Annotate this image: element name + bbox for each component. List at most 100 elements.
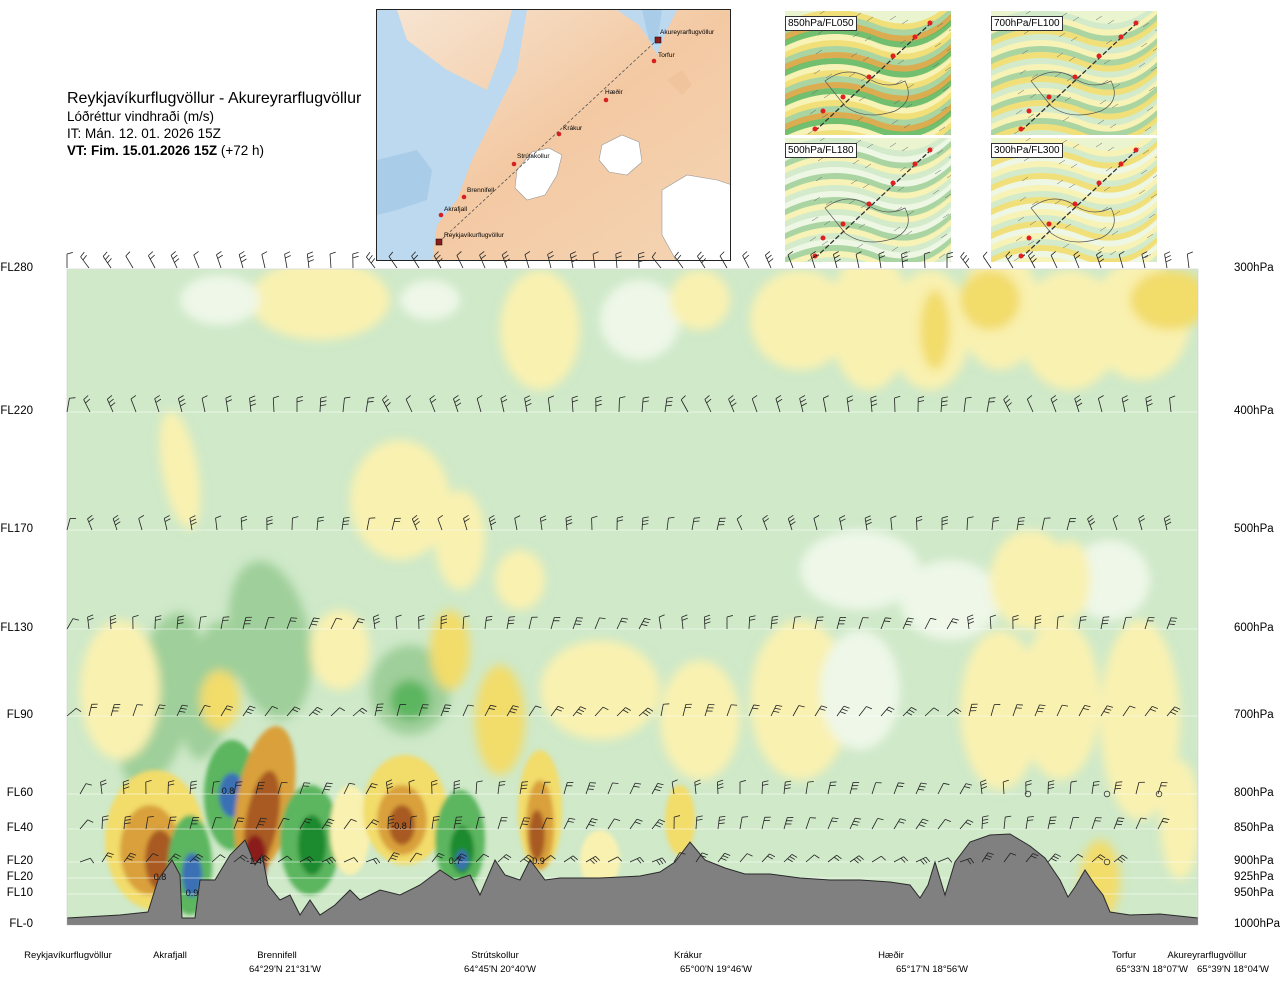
wind-barb — [1186, 251, 1194, 269]
wind-barb — [736, 514, 743, 531]
cross-section-subtitle: Lóðréttur vindhraði (m/s) — [67, 109, 215, 124]
level-map-wind — [1031, 200, 1039, 206]
level-map-wind — [1062, 243, 1070, 249]
wind-barb — [1025, 816, 1034, 830]
wind-barb — [519, 817, 531, 830]
contour-value-label: 0.8 — [154, 872, 167, 882]
level-map-wind — [1072, 16, 1080, 22]
map-point-strutskollur — [511, 161, 517, 167]
wind-barb — [83, 395, 91, 413]
level-map-wind — [1154, 156, 1157, 159]
level-map-field — [785, 79, 951, 108]
wind-barb — [66, 707, 82, 717]
level-map-route-point — [1118, 34, 1124, 40]
wind-barb — [456, 251, 464, 269]
vertical-velocity-contour — [820, 630, 900, 750]
wind-barb — [915, 782, 927, 795]
vertical-velocity-contour — [750, 620, 850, 780]
wind-barb — [440, 615, 448, 630]
flight-level-label: FL170 — [0, 523, 33, 535]
wind-barb — [968, 703, 978, 717]
level-map-700: 700hPa/FL100 — [991, 11, 1157, 135]
level-map-field — [993, 115, 1157, 135]
level-map-wind — [899, 39, 907, 45]
level-map-field — [785, 212, 951, 241]
level-map-wind — [1017, 89, 1025, 95]
level-map-wind — [1025, 11, 1031, 15]
level-map-wind — [815, 49, 823, 55]
level-map-field — [991, 31, 1157, 60]
wind-barb — [167, 853, 181, 863]
level-map-wind — [940, 106, 948, 112]
wind-barb — [592, 251, 599, 269]
wind-barb — [462, 615, 470, 630]
level-map-wind — [862, 56, 870, 62]
vertical-velocity-contour — [159, 410, 201, 530]
wind-barb — [728, 395, 737, 413]
wind-barb — [1122, 616, 1132, 630]
wind-barb — [651, 819, 666, 830]
level-map-wind — [1138, 62, 1146, 68]
wind-barb — [255, 855, 270, 864]
wind-barb — [924, 617, 937, 630]
wind-barb — [176, 704, 189, 717]
wind-barb — [607, 782, 619, 795]
wind-barb — [836, 705, 850, 717]
wind-barb — [783, 854, 798, 863]
flight-level-label: FL130 — [0, 622, 33, 634]
map-label-torfur: Torfur — [658, 52, 675, 59]
level-map-field — [785, 170, 951, 199]
wind-barb — [1169, 395, 1176, 413]
wind-barb — [651, 857, 667, 866]
wind-barb — [343, 782, 356, 795]
wind-barb — [1163, 515, 1172, 531]
level-map-field — [991, 188, 1157, 217]
level-map-field — [991, 55, 1157, 84]
wind-barb — [836, 617, 847, 630]
wind-barb — [1074, 395, 1083, 413]
wind-barb — [463, 515, 470, 531]
wind-barb — [671, 779, 678, 795]
wind-barb — [547, 395, 555, 413]
wind-barb — [761, 853, 775, 863]
wind-barb — [352, 707, 368, 717]
level-map-wind — [944, 66, 951, 72]
level-map-wind — [1017, 216, 1025, 222]
wind-barb — [453, 853, 467, 863]
vertical-velocity-contour — [660, 660, 740, 780]
wind-barb — [431, 779, 438, 795]
wind-barb — [296, 396, 303, 412]
wind-barb — [220, 705, 234, 717]
wind-barb — [167, 780, 175, 795]
wind-barb — [541, 781, 551, 795]
vertical-velocity-contour — [350, 440, 450, 560]
level-map-coastline — [824, 71, 909, 116]
wind-barb — [694, 779, 701, 795]
vertical-velocity-contour — [580, 830, 620, 890]
level-map-route-point — [820, 235, 826, 241]
flight-level-label: FL280 — [0, 262, 33, 274]
wind-barb — [321, 818, 335, 830]
wind-barb — [130, 395, 137, 413]
wind-barb — [563, 782, 574, 795]
wind-barb — [658, 614, 665, 630]
level-map-wind — [1027, 113, 1035, 119]
wind-barb — [277, 855, 292, 863]
wind-barb — [238, 251, 247, 269]
wind-barb — [233, 781, 243, 795]
level-map-field — [785, 200, 951, 229]
level-map-field — [991, 73, 1157, 102]
wind-barb — [871, 782, 882, 795]
level-map-field — [991, 103, 1157, 132]
wind-barb — [528, 616, 538, 630]
level-map-wind — [897, 186, 905, 192]
level-map-field — [785, 37, 951, 66]
wind-barb — [475, 780, 483, 795]
wind-barb — [1025, 853, 1039, 863]
level-map-wind — [1103, 186, 1111, 192]
wind-barb — [717, 852, 731, 863]
level-map-wind — [1109, 250, 1117, 256]
level-map-wind — [858, 223, 866, 229]
level-map-field — [785, 164, 951, 193]
level-map-wind — [1019, 196, 1027, 202]
